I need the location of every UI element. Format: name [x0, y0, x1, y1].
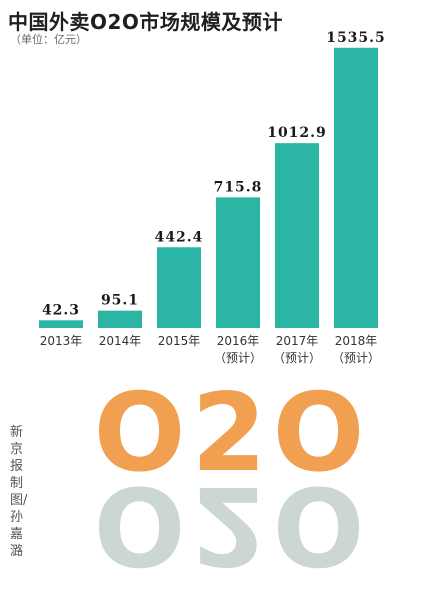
- x-tick-label-4: 2017年: [276, 334, 319, 348]
- bar-value-label-1: 95.1: [101, 293, 139, 309]
- bar-value-label-2: 442.4: [155, 229, 204, 245]
- bar-value-label-5: 1535.5: [326, 30, 386, 46]
- x-tick-label-2: 2015年: [158, 334, 201, 348]
- bar-3: [216, 197, 260, 328]
- bar-value-label-3: 715.8: [214, 179, 263, 195]
- chart-title: 中国外卖O2O市场规模及预计: [8, 10, 283, 34]
- bar-5: [334, 47, 378, 329]
- o2o-logo: O2O O2O: [94, 371, 371, 587]
- x-tick-note-4: （预计）: [273, 351, 321, 365]
- x-tick-label-1: 2014年: [99, 334, 142, 348]
- bar-0: [39, 320, 83, 328]
- bar-2: [157, 247, 201, 328]
- x-tick-note-3: （预计）: [214, 351, 262, 365]
- bar-1: [98, 310, 142, 328]
- o2o-logo-text: O2O: [94, 371, 371, 496]
- o2o-logo-reflection: O2O: [94, 462, 371, 587]
- image-credit: 新京报制图/孙嘉潞: [10, 425, 28, 559]
- bar-value-label-4: 1012.9: [267, 125, 327, 141]
- x-tick-label-5: 2018年: [335, 334, 378, 348]
- x-tick-label-0: 2013年: [40, 334, 83, 348]
- bar-4: [275, 143, 319, 328]
- bar-value-label-0: 42.3: [42, 302, 80, 318]
- x-tick-note-5: （预计）: [332, 351, 380, 365]
- bars-layer: 42.3 2013年 95.1 2014年 442.4 2015年 715.8 2016年 （预…: [39, 30, 386, 365]
- unit-label: （单位：亿元）: [10, 33, 87, 46]
- x-tick-label-3: 2016年: [217, 334, 260, 348]
